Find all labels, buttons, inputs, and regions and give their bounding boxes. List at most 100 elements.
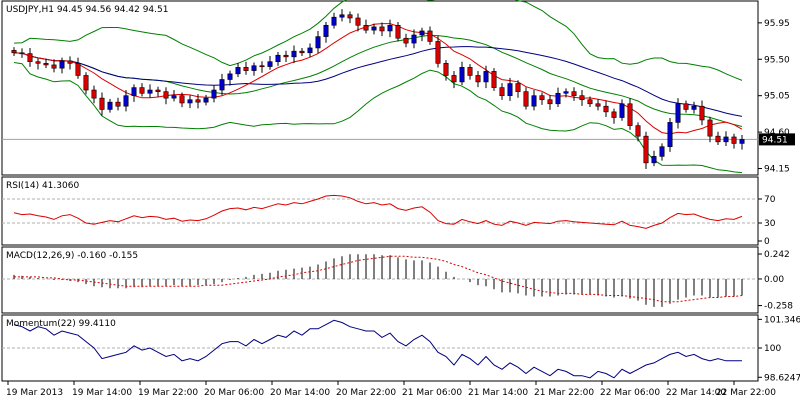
pane-frame-1 <box>1 176 759 246</box>
momentum-pane: Momentum(22) 99.4110 101.346 100 98.6247 <box>2 315 800 383</box>
candle <box>427 26 433 45</box>
candle <box>315 30 321 54</box>
candle <box>259 61 265 73</box>
candle <box>363 19 369 34</box>
time-tick-label: 20 Mar 06:00 <box>204 388 264 398</box>
slow-moving-average <box>13 46 743 117</box>
macd-pane: MACD(12,26,9) -0.160 -0.155 0.242 0.00 -0.2… <box>2 250 793 312</box>
candle <box>515 80 521 98</box>
candle <box>667 117 673 152</box>
bollinger-lower-band <box>13 62 743 174</box>
candle <box>739 134 745 150</box>
candle <box>475 71 481 88</box>
candle <box>35 58 41 70</box>
price-tick-label: 94.60 <box>764 128 790 138</box>
candle <box>483 65 489 89</box>
candle <box>131 84 137 102</box>
candle <box>251 62 257 76</box>
candle <box>571 87 577 101</box>
candle <box>507 77 513 101</box>
momentum-pane-title: Momentum(22) 99.4110 <box>6 319 116 329</box>
candle <box>27 47 33 67</box>
candle <box>203 94 209 106</box>
candle <box>635 122 641 142</box>
candle <box>371 23 377 35</box>
time-tick-label: 21 Mar 06:00 <box>402 388 462 398</box>
candle <box>291 45 297 63</box>
candle <box>147 84 153 98</box>
time-tick-label: 22 Mar 14:00 <box>666 388 726 398</box>
bollinger-upper-band <box>13 0 743 81</box>
candle <box>579 90 585 106</box>
price-pane-title: USDJPY,H1 94.45 94.56 94.42 94.51 <box>6 5 168 15</box>
time-tick-label: 19 Mar 22:00 <box>138 388 198 398</box>
candle <box>299 47 305 57</box>
candle <box>451 71 457 89</box>
candle <box>443 60 449 81</box>
price-tick-label: 95.50 <box>764 55 790 65</box>
candle <box>387 19 393 38</box>
momentum-tick-label: 100 <box>764 344 781 354</box>
candle <box>115 97 121 111</box>
candle <box>683 100 689 113</box>
candle <box>379 22 385 37</box>
candle <box>523 87 529 110</box>
candle <box>675 98 681 129</box>
candle <box>355 13 361 32</box>
rsi-pane-title: RSI(14) 41.3060 <box>6 181 79 191</box>
candle <box>531 90 537 111</box>
time-tick-label: 20 Mar 14:00 <box>270 388 330 398</box>
price-tick-label: 94.15 <box>764 165 790 175</box>
candle <box>219 73 225 96</box>
time-tick-label: 21 Mar 22:00 <box>534 388 594 398</box>
candle <box>323 22 329 43</box>
rsi-tick-label: 0 <box>764 237 770 247</box>
candle <box>11 47 17 57</box>
time-tick-label: 21 Mar 14:00 <box>468 388 528 398</box>
candle <box>419 27 425 42</box>
momentum-tick-label: 98.6247 <box>764 373 800 383</box>
candle <box>139 83 145 97</box>
candle <box>715 131 721 146</box>
candle <box>339 9 345 22</box>
rsi-line <box>13 194 743 229</box>
candle <box>411 29 417 49</box>
candle <box>227 70 233 86</box>
macd-pane-title: MACD(12,26,9) -0.160 -0.155 <box>6 251 138 261</box>
candle <box>707 116 713 143</box>
candle <box>459 61 465 86</box>
candle <box>267 56 273 70</box>
candle <box>171 90 177 102</box>
candle <box>627 98 633 130</box>
candle <box>587 96 593 108</box>
price-pane: USDJPY,H1 94.45 94.56 94.42 94.51 95.95 95… <box>2 0 795 175</box>
candle <box>75 57 81 79</box>
candle <box>691 101 697 114</box>
candle <box>659 143 665 161</box>
candle <box>331 12 337 29</box>
candle <box>235 62 241 78</box>
candle <box>19 48 25 58</box>
current-price-label: 94.51 <box>762 135 788 145</box>
time-tick-label: 19 Mar 14:00 <box>72 388 132 398</box>
candle <box>243 61 249 75</box>
rsi-tick-label: 30 <box>764 219 776 229</box>
candle <box>467 64 473 80</box>
candle <box>283 50 289 63</box>
time-tick-label: 22 Mar 06:00 <box>600 388 660 398</box>
time-axis: 19 Mar 2013 19 Mar 14:00 19 Mar 22:00 20 Ma… <box>6 381 776 398</box>
candle <box>67 56 73 70</box>
candle <box>555 87 561 108</box>
candle <box>211 85 217 103</box>
time-tick-label: 20 Mar 22:00 <box>336 388 396 398</box>
candle <box>107 98 113 113</box>
candle <box>91 85 97 104</box>
candle <box>99 92 105 116</box>
candle <box>403 33 409 48</box>
candle <box>619 99 625 121</box>
time-tick-label: 19 Mar 2013 <box>6 388 63 398</box>
momentum-line <box>13 319 742 379</box>
candle <box>491 68 497 91</box>
candle <box>731 133 737 149</box>
